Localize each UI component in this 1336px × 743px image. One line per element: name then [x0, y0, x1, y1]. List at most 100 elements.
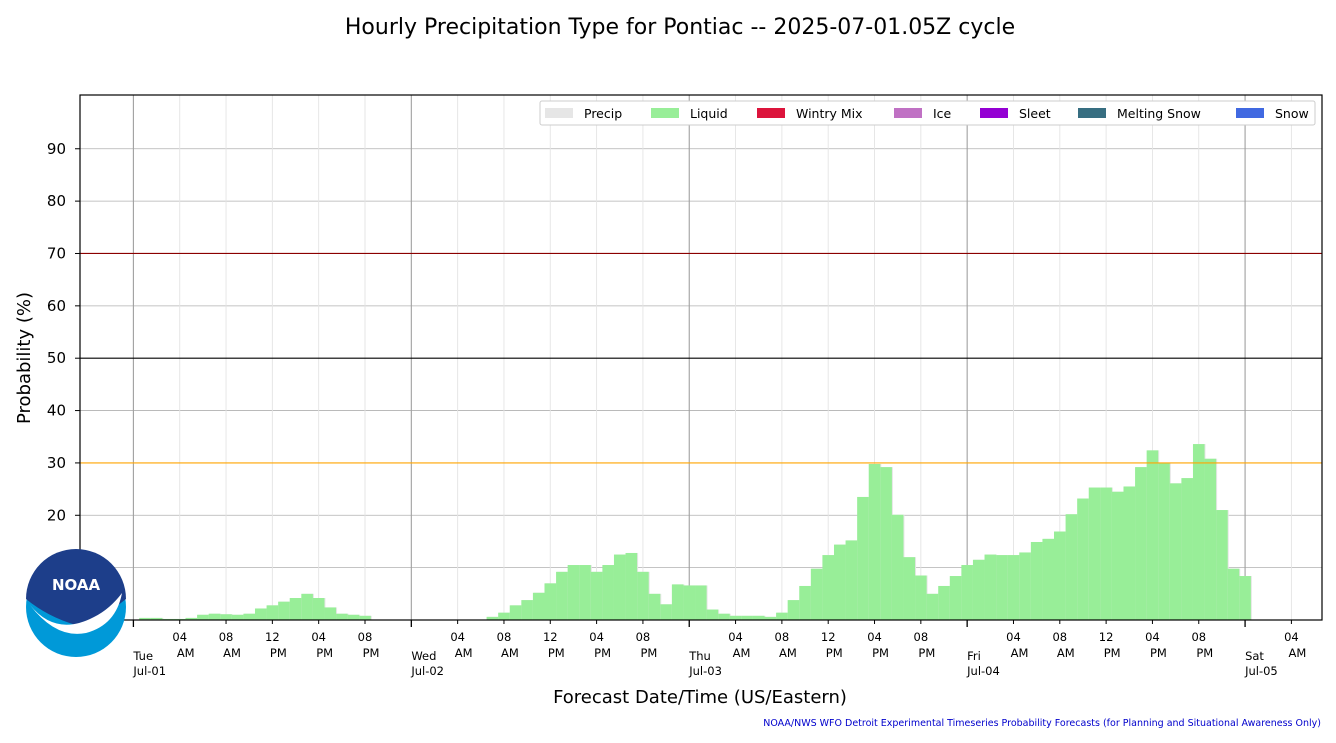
liquid-bar [1146, 450, 1159, 620]
legend-swatch [1078, 108, 1106, 118]
liquid-bar [949, 576, 962, 620]
liquid-bar [972, 559, 985, 620]
legend-label: Sleet [1019, 106, 1051, 121]
legend: Precip Liquid Wintry Mix Ice Sleet Melting Sn… [539, 100, 1316, 126]
liquid-bar [486, 616, 499, 620]
ampm-tick-label: PM [1196, 646, 1213, 660]
liquid-bar [1111, 491, 1124, 620]
liquid-bar [1123, 486, 1136, 620]
ampm-tick-label: AM [177, 646, 195, 660]
liquid-bar [567, 565, 580, 620]
liquid-bar [938, 585, 950, 620]
y-tick-label: 50 [47, 349, 66, 367]
day-weekday-label: Fri [967, 649, 981, 663]
y-axis-label: Probability (%) [14, 292, 35, 424]
liquid-bar [278, 601, 290, 620]
day-date-label: Jul-04 [966, 664, 1000, 678]
hour-tick-label: 12 [265, 630, 280, 644]
hour-tick-label: 12 [821, 630, 836, 644]
legend-swatch [1236, 108, 1264, 118]
hour-tick-label: 08 [219, 630, 234, 644]
liquid-bar [926, 593, 939, 620]
legend-frame [539, 100, 1316, 126]
liquid-bar [695, 585, 707, 620]
liquid-bar [556, 571, 568, 620]
day-date-label: Jul-02 [410, 664, 444, 678]
liquid-bar [891, 514, 904, 620]
y-tick-label: 70 [47, 244, 66, 262]
liquid-bar [590, 571, 603, 620]
chart-title: Hourly Precipitation Type for Pontiac --… [345, 15, 1015, 40]
liquid-bar [254, 608, 267, 620]
hour-tick-label: 04 [1145, 630, 1160, 644]
x-axis-label: Forecast Date/Time (US/Eastern) [553, 687, 847, 708]
liquid-bar [961, 565, 973, 620]
liquid-bar [1100, 487, 1112, 620]
liquid-bar [880, 467, 892, 620]
legend-label: Melting Snow [1117, 106, 1201, 121]
liquid-bar [1042, 538, 1055, 620]
liquid-bar [729, 615, 742, 620]
liquid-bar [984, 554, 997, 620]
liquid-bar [776, 612, 788, 620]
y-tick-label: 60 [47, 297, 66, 315]
day-weekday-label: Sat [1245, 649, 1264, 663]
liquid-bar [833, 544, 846, 620]
liquid-bar [324, 607, 337, 620]
ampm-tick-label: AM [455, 646, 473, 660]
legend-label: Precip [584, 106, 622, 121]
liquid-bar [845, 540, 858, 620]
noaa-logo: NOAA [26, 549, 126, 657]
ampm-tick-label: AM [1011, 646, 1029, 660]
liquid-bar [150, 617, 163, 620]
hour-tick-label: 04 [311, 630, 326, 644]
ampm-tick-label: PM [872, 646, 889, 660]
day-weekday-label: Wed [411, 649, 436, 663]
liquid-bar [660, 604, 672, 620]
liquid-bar [498, 612, 510, 620]
ampm-tick-label: AM [1057, 646, 1075, 660]
liquid-bar [185, 617, 198, 620]
y-tick-label: 20 [47, 506, 66, 524]
liquid-bar [741, 615, 753, 620]
noaa-logo-gull [30, 593, 122, 634]
ampm-tick-label: PM [918, 646, 935, 660]
hour-tick-label: 04 [728, 630, 743, 644]
ampm-tick-label: PM [270, 646, 287, 660]
liquid-bar [1204, 458, 1217, 620]
legend-items: Precip Liquid Wintry Mix Ice Sleet Melting Sn… [545, 106, 1309, 121]
liquid-bar [1169, 483, 1182, 620]
liquid-bar [1158, 462, 1170, 620]
liquid-bar [637, 571, 649, 620]
hour-tick-label: 08 [775, 630, 790, 644]
y-tick-label: 40 [47, 402, 66, 420]
ampm-tick-label: PM [1104, 646, 1121, 660]
liquid-bar [1239, 576, 1251, 620]
liquid-bar [752, 615, 765, 620]
liquid-bar [208, 613, 221, 620]
liquid-bar [706, 609, 719, 620]
liquid-bar [1181, 478, 1193, 620]
y-axis-ticks: 20 30 40 50 60 70 80 90 [47, 140, 80, 524]
legend-swatch [980, 108, 1008, 118]
liquid-bar [231, 614, 244, 620]
ampm-tick-label: AM [779, 646, 797, 660]
ampm-tick-label: PM [363, 646, 380, 660]
liquid-bar [1077, 498, 1089, 620]
liquid-bar [197, 614, 209, 620]
day-date-label: Jul-05 [1244, 664, 1278, 678]
liquid-bar [312, 598, 325, 620]
hour-tick-label: 08 [497, 630, 512, 644]
ampm-tick-label: AM [223, 646, 241, 660]
liquid-bar [787, 600, 800, 620]
hour-tick-label: 04 [1006, 630, 1021, 644]
liquid-bar [1192, 444, 1205, 620]
legend-swatch [894, 108, 922, 118]
liquid-bar [648, 593, 661, 620]
liquid-bar [521, 600, 533, 620]
legend-swatch [545, 108, 573, 118]
liquid-bar [625, 552, 638, 620]
legend-swatch [651, 108, 679, 118]
